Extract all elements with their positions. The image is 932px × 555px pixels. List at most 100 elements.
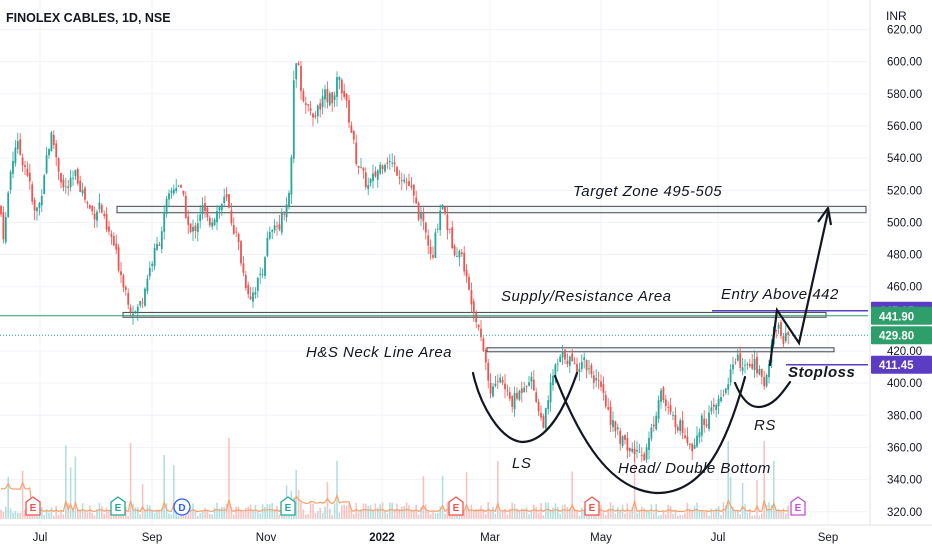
- candle-body: [316, 105, 319, 117]
- candle-body: [595, 377, 598, 381]
- candle-body: [535, 392, 538, 402]
- candle-body: [748, 364, 751, 367]
- volume-bar: [57, 514, 60, 519]
- event-marker[interactable]: E: [790, 496, 806, 516]
- volume-bar: [643, 508, 645, 519]
- candle-body: [686, 436, 689, 444]
- candle-body: [583, 357, 586, 361]
- candle-body: [547, 400, 550, 410]
- candle-body: [96, 211, 98, 221]
- volume-bar: [554, 503, 557, 519]
- y-tick-label: 620.00: [887, 25, 922, 37]
- candle-body: [561, 351, 564, 358]
- volume-bar: [206, 509, 209, 519]
- candle-body: [86, 202, 89, 204]
- volume-bar: [605, 515, 607, 519]
- candle-body: [302, 90, 305, 102]
- volume-bar: [374, 503, 377, 519]
- volume-bar: [314, 512, 317, 519]
- event-marker-shape: [173, 498, 191, 516]
- candle-body: [643, 453, 646, 461]
- volume-bar: [273, 509, 276, 519]
- candle-body: [679, 420, 682, 432]
- candle-body: [93, 213, 96, 220]
- candle-body: [592, 375, 595, 383]
- candle-body: [324, 89, 326, 100]
- candle-body: [180, 184, 182, 188]
- candle-body: [24, 165, 26, 167]
- volume-bar: [317, 511, 319, 519]
- candle-body: [146, 278, 149, 292]
- volume-bar: [177, 515, 180, 519]
- candle-body: [189, 223, 192, 233]
- event-marker[interactable]: E: [25, 496, 41, 516]
- volume-bar: [309, 502, 312, 519]
- candle-body: [100, 205, 103, 213]
- y-axis[interactable]: 320.00 340.00 360.00 380.00 400.00 420.00 460.…: [869, 0, 922, 525]
- volume-bar: [213, 507, 216, 519]
- candle-body: [693, 445, 696, 449]
- volume-bar: [252, 509, 254, 519]
- volume-bar: [773, 461, 775, 519]
- volume-bar: [758, 515, 761, 519]
- volume-bar: [681, 515, 684, 519]
- volume-bar: [233, 514, 235, 519]
- volume-bar: [192, 503, 194, 519]
- volume-bar: [607, 508, 609, 519]
- candle-body: [468, 276, 470, 290]
- grid: [0, 0, 868, 525]
- candle-body: [564, 349, 566, 360]
- volume-bar: [701, 510, 703, 519]
- volume-bar: [247, 506, 249, 519]
- candle-body: [278, 224, 281, 230]
- candle-body: [220, 204, 223, 211]
- event-marker[interactable]: E: [280, 496, 296, 516]
- event-marker[interactable]: E: [448, 496, 464, 516]
- volume-bar: [626, 503, 629, 519]
- volume-bar: [410, 509, 413, 519]
- candle-body: [607, 407, 610, 410]
- volume-bar: [573, 508, 576, 519]
- event-marker[interactable]: E: [584, 496, 600, 516]
- volume-bar: [0, 509, 2, 519]
- volume-bar: [216, 502, 218, 519]
- volume-bar: [14, 511, 17, 519]
- annotation-label: Head/ Double Bottom: [618, 460, 771, 477]
- volume-bar: [415, 504, 417, 519]
- candle-body: [739, 353, 742, 368]
- volume-bar: [509, 509, 511, 519]
- candle-body: [777, 324, 780, 329]
- candle-body: [206, 207, 209, 217]
- volume-bar: [746, 512, 749, 519]
- volume-bar: [362, 503, 365, 519]
- x-axis[interactable]: Jul Sep Nov 2022 Mar May Jul Sep: [0, 524, 932, 544]
- candle-body: [304, 103, 307, 105]
- candle-body: [45, 155, 48, 174]
- event-marker[interactable]: E: [110, 496, 126, 516]
- candles[interactable]: [0, 61, 790, 464]
- candle-body: [273, 225, 276, 231]
- volume-bar: [295, 469, 297, 519]
- zone-box: [122, 311, 827, 318]
- candle-body: [223, 196, 226, 203]
- candle-body: [780, 322, 782, 336]
- volume-bar: [427, 510, 429, 519]
- volume-bar: [506, 514, 509, 519]
- volume-bar: [319, 507, 321, 519]
- candle-body: [199, 214, 202, 222]
- candle-body: [218, 207, 221, 211]
- volume-bar: [583, 509, 585, 519]
- volume-bar: [163, 454, 165, 519]
- candle-body: [705, 424, 708, 426]
- candle-body: [528, 382, 530, 386]
- candle-body: [715, 404, 718, 410]
- event-marker-letter: E: [285, 503, 292, 514]
- candle-body: [609, 406, 612, 425]
- right-shoulder-curve: [733, 380, 792, 409]
- candle-body: [64, 186, 67, 188]
- x-tick-label: Jul: [711, 532, 726, 544]
- event-marker[interactable]: D: [173, 498, 191, 516]
- candle-body: [727, 384, 730, 390]
